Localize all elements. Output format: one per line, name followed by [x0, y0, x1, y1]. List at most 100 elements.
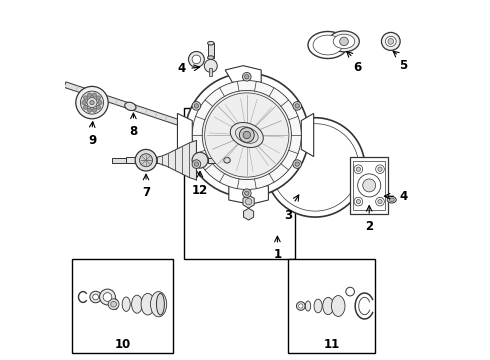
Bar: [72, 259, 173, 353]
Circle shape: [346, 287, 354, 296]
Ellipse shape: [329, 31, 359, 52]
Circle shape: [80, 91, 103, 114]
Text: 5: 5: [399, 59, 408, 72]
Circle shape: [96, 105, 100, 109]
Circle shape: [194, 104, 198, 108]
Text: 4: 4: [178, 62, 186, 75]
Circle shape: [90, 291, 101, 303]
Circle shape: [358, 174, 381, 197]
Circle shape: [83, 105, 88, 109]
Circle shape: [356, 167, 361, 171]
Bar: [208, 43, 214, 58]
Ellipse shape: [113, 299, 118, 310]
Circle shape: [192, 55, 201, 64]
Circle shape: [87, 98, 97, 108]
Ellipse shape: [323, 297, 334, 315]
Circle shape: [378, 199, 382, 204]
Ellipse shape: [122, 297, 130, 311]
Ellipse shape: [235, 127, 258, 143]
Circle shape: [92, 108, 97, 112]
Ellipse shape: [150, 292, 167, 317]
Circle shape: [192, 81, 301, 189]
Circle shape: [189, 51, 204, 67]
Circle shape: [376, 197, 384, 206]
Circle shape: [245, 75, 249, 79]
Text: 6: 6: [353, 61, 362, 74]
Circle shape: [185, 73, 309, 197]
Bar: [112, 158, 126, 163]
Circle shape: [296, 302, 305, 310]
Circle shape: [192, 160, 201, 168]
Circle shape: [99, 289, 116, 305]
Circle shape: [135, 149, 157, 171]
Circle shape: [376, 165, 384, 174]
Circle shape: [202, 90, 292, 180]
Ellipse shape: [224, 157, 230, 163]
Circle shape: [205, 93, 289, 177]
Ellipse shape: [305, 301, 311, 311]
Text: 12: 12: [192, 184, 208, 197]
Circle shape: [192, 102, 201, 110]
Circle shape: [103, 293, 112, 301]
Circle shape: [90, 100, 94, 105]
Circle shape: [243, 72, 251, 81]
Ellipse shape: [208, 56, 214, 59]
Circle shape: [293, 102, 301, 110]
Text: 8: 8: [129, 125, 138, 138]
Ellipse shape: [389, 198, 394, 202]
Circle shape: [354, 165, 363, 174]
Ellipse shape: [132, 295, 143, 313]
Ellipse shape: [387, 197, 396, 203]
Circle shape: [83, 96, 88, 100]
Polygon shape: [64, 82, 185, 127]
Ellipse shape: [125, 102, 136, 111]
Circle shape: [293, 160, 301, 168]
Polygon shape: [229, 186, 269, 204]
Ellipse shape: [141, 293, 154, 315]
Circle shape: [298, 304, 303, 308]
Circle shape: [76, 86, 108, 119]
Circle shape: [92, 93, 97, 97]
Circle shape: [356, 199, 361, 204]
Ellipse shape: [208, 41, 214, 45]
Text: 10: 10: [115, 338, 131, 351]
Bar: [209, 68, 212, 76]
Circle shape: [354, 197, 363, 206]
Polygon shape: [243, 195, 254, 208]
Text: 2: 2: [365, 220, 373, 233]
Circle shape: [87, 108, 92, 112]
Circle shape: [388, 39, 393, 44]
Circle shape: [271, 124, 359, 211]
Bar: [184, 108, 295, 259]
Circle shape: [295, 162, 299, 166]
Bar: [350, 157, 388, 214]
Ellipse shape: [313, 35, 343, 55]
Circle shape: [243, 131, 250, 139]
Ellipse shape: [230, 122, 263, 148]
Ellipse shape: [156, 293, 164, 315]
Polygon shape: [225, 66, 261, 82]
Circle shape: [243, 189, 251, 198]
Bar: [353, 161, 385, 210]
Circle shape: [340, 37, 348, 46]
Text: 3: 3: [284, 209, 292, 222]
Text: 4: 4: [399, 190, 408, 203]
Ellipse shape: [381, 32, 400, 50]
Circle shape: [378, 167, 382, 171]
Circle shape: [93, 294, 98, 300]
Circle shape: [240, 127, 254, 143]
Circle shape: [192, 152, 208, 168]
Circle shape: [111, 301, 117, 307]
Text: 11: 11: [323, 338, 340, 351]
Bar: [208, 158, 226, 163]
Circle shape: [87, 93, 92, 97]
Bar: [126, 157, 277, 163]
Circle shape: [245, 198, 252, 205]
Circle shape: [82, 100, 86, 105]
Circle shape: [140, 154, 152, 167]
Ellipse shape: [332, 296, 345, 316]
Text: 1: 1: [273, 248, 281, 261]
Circle shape: [108, 299, 119, 310]
Circle shape: [295, 104, 299, 108]
Polygon shape: [157, 140, 196, 180]
